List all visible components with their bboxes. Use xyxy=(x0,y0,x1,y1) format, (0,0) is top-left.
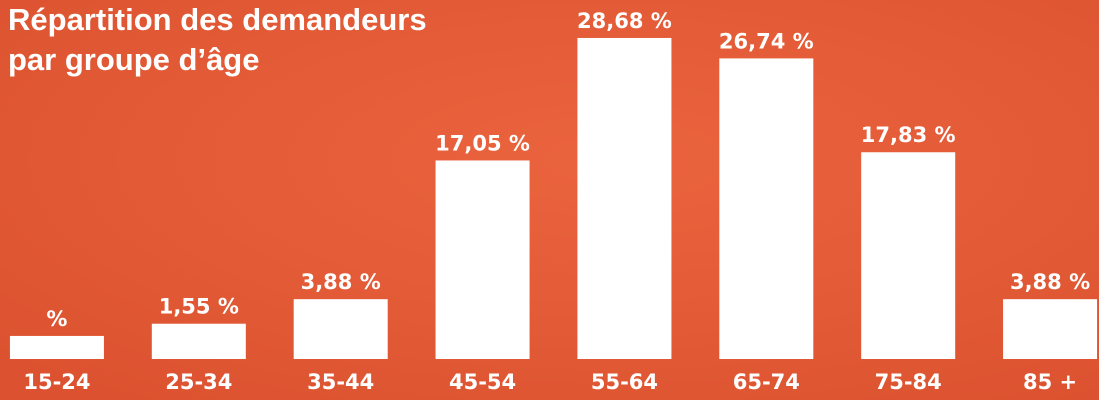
chart-title-line: par groupe d’âge xyxy=(8,42,259,77)
x-tick-label: 65-74 xyxy=(733,370,800,394)
bar xyxy=(1003,299,1098,359)
value-label: 26,74 % xyxy=(719,29,814,53)
value-label: % xyxy=(46,307,67,331)
chart-title-line: Répartition des demandeurs xyxy=(8,2,427,37)
x-tick-label: 85 + xyxy=(1023,370,1077,394)
bar xyxy=(151,323,246,359)
x-tick-label: 35-44 xyxy=(307,370,374,394)
x-tick-label: 45-54 xyxy=(449,370,516,394)
value-label: 17,83 % xyxy=(861,123,956,147)
value-label: 28,68 % xyxy=(577,9,672,33)
bar xyxy=(719,58,814,359)
bar xyxy=(577,37,672,359)
x-tick-label: 15-24 xyxy=(23,370,90,394)
bar xyxy=(435,160,530,359)
bar xyxy=(861,152,956,359)
value-label: 1,55 % xyxy=(159,295,239,319)
x-tick-label: 75-84 xyxy=(875,370,942,394)
bar xyxy=(293,299,388,359)
value-label: 17,05 % xyxy=(435,131,530,155)
x-tick-label: 25-34 xyxy=(165,370,232,394)
bar xyxy=(9,335,104,359)
x-tick-label: 55-64 xyxy=(591,370,658,394)
value-label: 3,88 % xyxy=(1010,270,1090,294)
value-label: 3,88 % xyxy=(301,270,381,294)
